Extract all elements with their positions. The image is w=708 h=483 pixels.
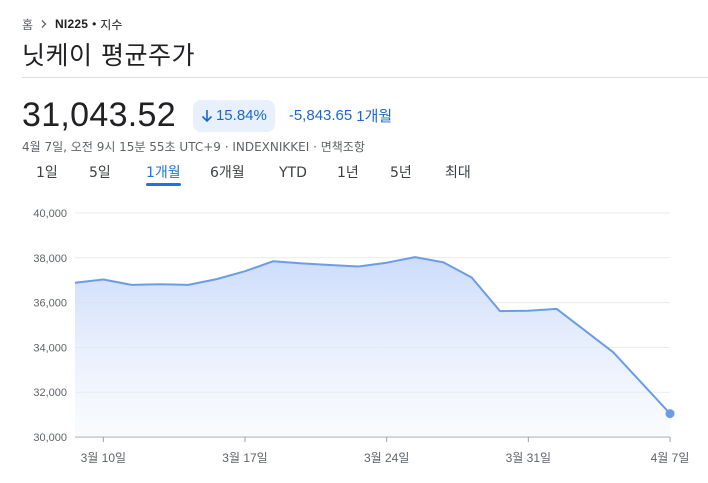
x-tick-label: 4월 7일 <box>651 451 690 465</box>
x-tick-label: 3월 10일 <box>81 451 126 465</box>
change-percent: 15.84% <box>215 107 267 124</box>
price-area <box>75 257 670 437</box>
tab-6m[interactable]: 6개월 <box>210 165 245 181</box>
y-tick-label: 38,000 <box>33 253 67 265</box>
header-divider <box>22 77 708 78</box>
x-tick-label: 3월 24일 <box>364 451 409 465</box>
price-line <box>74 256 671 415</box>
breadcrumb-kind: 지수 <box>100 17 123 32</box>
tab-5d[interactable]: 5일 <box>89 165 111 181</box>
tab-max[interactable]: 최대 <box>445 165 471 181</box>
quote-row: 31,043.52 15.84% -5,843.65 1개월 <box>22 96 392 135</box>
y-tick-label: 30,000 <box>33 432 67 444</box>
current-price: 31,043.52 <box>22 96 176 134</box>
change-percent-badge: 15.84% <box>192 99 275 132</box>
quote-meta: 4월 7일, 오전 9시 15분 55초 UTC+9 · INDEXNIKKEI… <box>22 140 365 154</box>
tab-1m[interactable]: 1개월 <box>146 162 181 188</box>
breadcrumb-ticker[interactable]: NI225 <box>55 17 89 31</box>
y-tick-label: 32,000 <box>33 387 67 399</box>
chevron-right-icon <box>39 19 49 29</box>
tab-1d[interactable]: 1일 <box>36 165 58 181</box>
arrow-down-icon <box>201 109 213 123</box>
tab-ytd[interactable]: YTD <box>279 165 307 181</box>
y-tick-label: 40,000 <box>33 208 67 220</box>
price-chart[interactable]: 40,000 38,000 36,000 34,000 32,000 30,000 3월 … <box>0 196 708 483</box>
change-period: 1개월 <box>356 108 393 125</box>
tab-1y[interactable]: 1년 <box>337 165 359 181</box>
latest-price-point <box>665 409 675 419</box>
x-tick-label: 3월 31일 <box>506 451 551 465</box>
page-title: 닛케이 평균주가 <box>22 41 195 70</box>
breadcrumb: 홈 NI225 • 지수 <box>22 16 122 32</box>
y-tick-label: 36,000 <box>33 298 67 310</box>
change-absolute: -5,843.65 <box>288 107 353 124</box>
tab-5y[interactable]: 5년 <box>390 165 412 181</box>
breadcrumb-separator: • <box>92 17 97 31</box>
breadcrumb-home-link[interactable]: 홈 <box>22 17 34 32</box>
y-tick-label: 34,000 <box>33 342 67 354</box>
x-tick-label: 3월 17일 <box>222 451 267 465</box>
